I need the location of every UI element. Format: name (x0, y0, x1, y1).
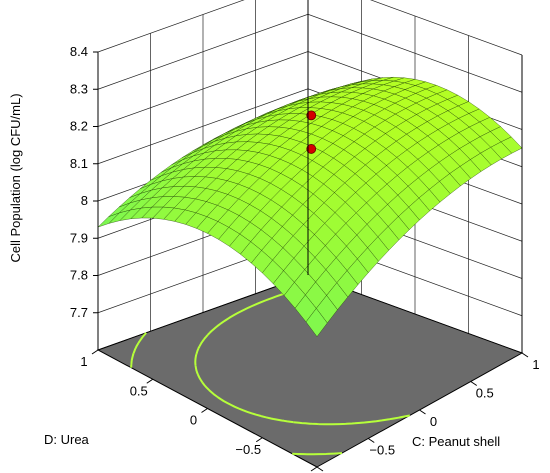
y-tick-label: 0.5 (130, 383, 148, 398)
y-tick-label: 0 (190, 413, 197, 428)
design-point (306, 144, 317, 154)
z-tick-label: 7.8 (70, 268, 88, 283)
z-tick-label: 8 (81, 193, 88, 208)
y-tick-mark (146, 378, 154, 384)
x-tick-label: 0.5 (476, 386, 494, 401)
y-tick-mark (201, 408, 208, 413)
z-axis-label: Cell Population (log CFU/mL) (8, 93, 23, 262)
design-points (306, 110, 317, 154)
y-tick-mark (310, 466, 318, 472)
x-tick-label: 1 (532, 357, 539, 372)
y-tick-mark (91, 349, 99, 355)
design-point (306, 110, 317, 121)
z-tick-label: 7.9 (70, 230, 88, 245)
response-surface (97, 76, 523, 338)
z-tick-label: 8.3 (70, 81, 88, 96)
x-tick-mark (316, 466, 324, 472)
y-tick-label: 1 (80, 354, 87, 369)
x-tick-mark (419, 409, 426, 415)
x-tick-label: −0.5 (369, 443, 395, 458)
x-tick-mark (367, 438, 375, 443)
y-tick-mark (255, 437, 263, 443)
tick-labels: 7.7 7.8 7.9 8 8.1 8.2 8.3 8.4 −1 −0.5 0 0.5 1 −1 −0.5 0… (70, 44, 540, 473)
y-axis-label: D: Urea (44, 432, 90, 447)
contour-line (130, 332, 343, 456)
x-tick-mark (470, 381, 478, 386)
y-tick-label: −0.5 (235, 442, 261, 457)
z-tick-label: 8.4 (70, 44, 88, 59)
x-axis-label: C: Peanut shell (412, 434, 500, 449)
z-tick-label: 8.1 (70, 156, 88, 171)
grid-line (97, 13, 523, 93)
z-tick-label: 7.7 (70, 305, 88, 320)
y-tick-label: −1 (296, 471, 311, 473)
surface-patch (305, 307, 328, 338)
contour-line (194, 280, 411, 426)
x-tick-mark (521, 352, 529, 358)
x-tick-label: 0 (430, 414, 437, 429)
grid-line (97, 0, 523, 56)
contour-lines (130, 280, 411, 456)
x-tick-label: −1 (324, 471, 339, 473)
z-tick-label: 8.2 (70, 119, 88, 134)
